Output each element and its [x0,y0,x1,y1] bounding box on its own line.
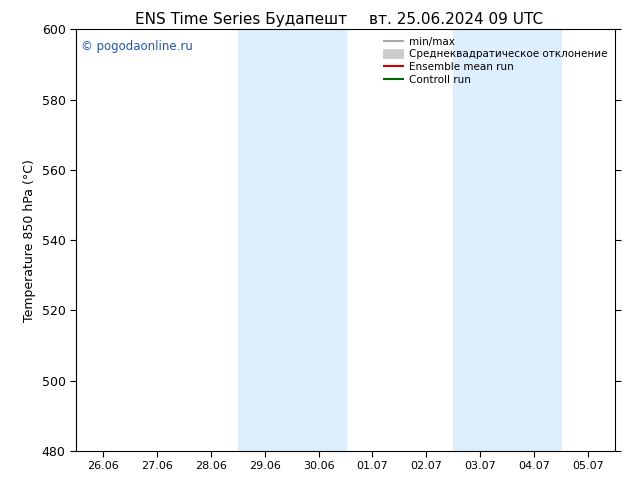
Y-axis label: Temperature 850 hPa (°C): Temperature 850 hPa (°C) [23,159,36,321]
Legend: min/max, Среднеквадратическое отклонение, Ensemble mean run, Controll run: min/max, Среднеквадратическое отклонение… [381,35,610,87]
Bar [453,29,561,451]
Text: ENS Time Series Будапешт: ENS Time Series Будапешт [135,12,347,27]
Text: © pogodaonline.ru: © pogodaonline.ru [81,40,193,53]
Bar [238,29,346,451]
Text: вт. 25.06.2024 09 UTC: вт. 25.06.2024 09 UTC [370,12,543,27]
